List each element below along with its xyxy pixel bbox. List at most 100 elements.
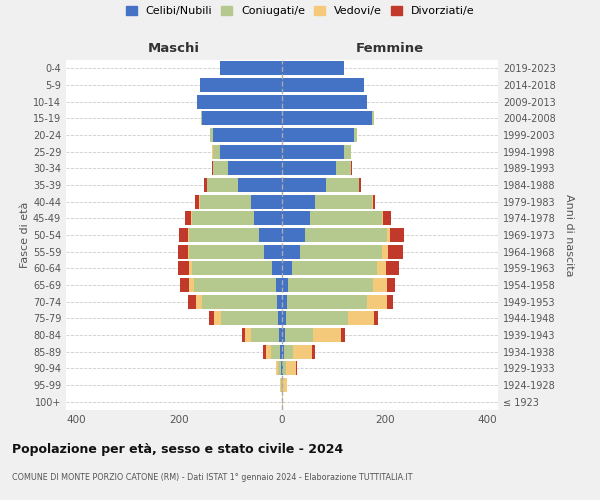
- Bar: [178, 261, 190, 276]
- Bar: [263, 344, 266, 359]
- Bar: [377, 261, 386, 276]
- Bar: [348, 311, 374, 326]
- Bar: [293, 344, 313, 359]
- Bar: [382, 244, 388, 259]
- Bar: [212, 162, 228, 175]
- Bar: [282, 228, 305, 242]
- Bar: [192, 211, 254, 226]
- Bar: [208, 178, 238, 192]
- Bar: [282, 328, 284, 342]
- Bar: [388, 228, 390, 242]
- Bar: [296, 361, 297, 376]
- Bar: [190, 228, 259, 242]
- Bar: [287, 294, 367, 308]
- Bar: [372, 112, 374, 126]
- Text: Femmine: Femmine: [356, 42, 424, 55]
- Bar: [344, 144, 352, 159]
- Bar: [373, 194, 375, 209]
- Bar: [242, 328, 245, 342]
- Bar: [188, 228, 190, 242]
- Text: COMUNE DI MONTE PORZIO CATONE (RM) - Dati ISTAT 1° gennaio 2024 - Elaborazione T: COMUNE DI MONTE PORZIO CATONE (RM) - Dat…: [12, 472, 413, 482]
- Bar: [282, 128, 354, 142]
- Bar: [179, 228, 188, 242]
- Bar: [259, 228, 282, 242]
- Bar: [200, 78, 282, 92]
- Bar: [220, 62, 282, 76]
- Bar: [281, 378, 282, 392]
- Bar: [383, 211, 391, 226]
- Bar: [238, 178, 282, 192]
- Bar: [284, 328, 313, 342]
- Bar: [251, 194, 282, 209]
- Bar: [300, 244, 382, 259]
- Bar: [341, 328, 345, 342]
- Bar: [195, 194, 199, 209]
- Bar: [271, 344, 280, 359]
- Bar: [282, 178, 326, 192]
- Text: Popolazione per età, sesso e stato civile - 2024: Popolazione per età, sesso e stato civil…: [12, 442, 343, 456]
- Bar: [282, 244, 300, 259]
- Bar: [196, 294, 202, 308]
- Bar: [282, 378, 283, 392]
- Bar: [264, 244, 282, 259]
- Bar: [277, 294, 282, 308]
- Bar: [278, 311, 282, 326]
- Bar: [388, 244, 403, 259]
- Bar: [212, 128, 282, 142]
- Bar: [388, 294, 392, 308]
- Bar: [382, 211, 383, 226]
- Bar: [282, 261, 292, 276]
- Bar: [282, 94, 367, 109]
- Bar: [280, 328, 282, 342]
- Bar: [283, 361, 286, 376]
- Bar: [185, 211, 191, 226]
- Bar: [281, 361, 282, 376]
- Bar: [202, 112, 282, 126]
- Bar: [388, 278, 395, 292]
- Bar: [276, 278, 282, 292]
- Bar: [188, 244, 190, 259]
- Bar: [202, 294, 277, 308]
- Bar: [190, 261, 192, 276]
- Bar: [192, 261, 272, 276]
- Bar: [221, 311, 278, 326]
- Bar: [205, 178, 207, 192]
- Bar: [212, 144, 220, 159]
- Bar: [190, 278, 194, 292]
- Text: Maschi: Maschi: [148, 42, 200, 55]
- Legend: Celibi/Nubili, Coniugati/e, Vedovi/e, Divorziati/e: Celibi/Nubili, Coniugati/e, Vedovi/e, Di…: [125, 6, 475, 16]
- Bar: [180, 278, 190, 292]
- Bar: [288, 278, 373, 292]
- Bar: [209, 311, 214, 326]
- Bar: [282, 311, 286, 326]
- Bar: [310, 211, 382, 226]
- Bar: [284, 344, 293, 359]
- Bar: [313, 344, 315, 359]
- Bar: [282, 144, 344, 159]
- Bar: [359, 178, 361, 192]
- Bar: [282, 162, 336, 175]
- Bar: [190, 244, 264, 259]
- Y-axis label: Anni di nascita: Anni di nascita: [564, 194, 574, 276]
- Bar: [197, 94, 282, 109]
- Bar: [251, 328, 280, 342]
- Bar: [305, 228, 388, 242]
- Bar: [210, 128, 212, 142]
- Bar: [280, 378, 281, 392]
- Bar: [194, 278, 276, 292]
- Bar: [316, 194, 372, 209]
- Bar: [390, 228, 404, 242]
- Bar: [278, 361, 281, 376]
- Bar: [286, 361, 296, 376]
- Bar: [373, 278, 388, 292]
- Bar: [272, 261, 282, 276]
- Bar: [245, 328, 251, 342]
- Bar: [254, 211, 282, 226]
- Bar: [282, 361, 283, 376]
- Bar: [374, 311, 377, 326]
- Bar: [336, 162, 352, 175]
- Bar: [200, 194, 251, 209]
- Bar: [280, 344, 282, 359]
- Bar: [282, 294, 287, 308]
- Bar: [282, 78, 364, 92]
